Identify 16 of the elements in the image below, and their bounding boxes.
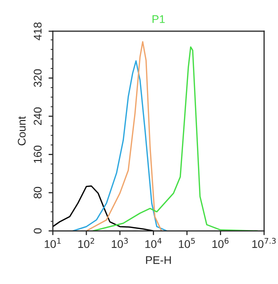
chart-title: P1 [152,15,165,23]
x-tick-label: 10$^{7.3}$ [252,238,276,248]
x-axis-title: PE-H [146,256,171,264]
x-tick-label: 10$^{3}$ [112,238,128,248]
y-tick-label: 80 [34,186,42,198]
y-tick-label: 320 [34,69,42,87]
y-axis-title: Count [18,116,26,146]
y-tick-label: 418 [34,22,42,40]
y-tick-label: 0 [34,228,42,234]
x-tick-label: 10$^{5}$ [178,238,195,248]
x-tick-label: 10$^{2}$ [78,238,94,248]
x-tick-label: 10$^{1}$ [44,238,61,248]
y-tick-label: 160 [34,146,42,163]
x-tick-label: 10$^{6}$ [212,238,229,248]
x-tick-label: 10$^{4}$ [145,238,162,248]
y-tick-label: 240 [34,107,42,125]
